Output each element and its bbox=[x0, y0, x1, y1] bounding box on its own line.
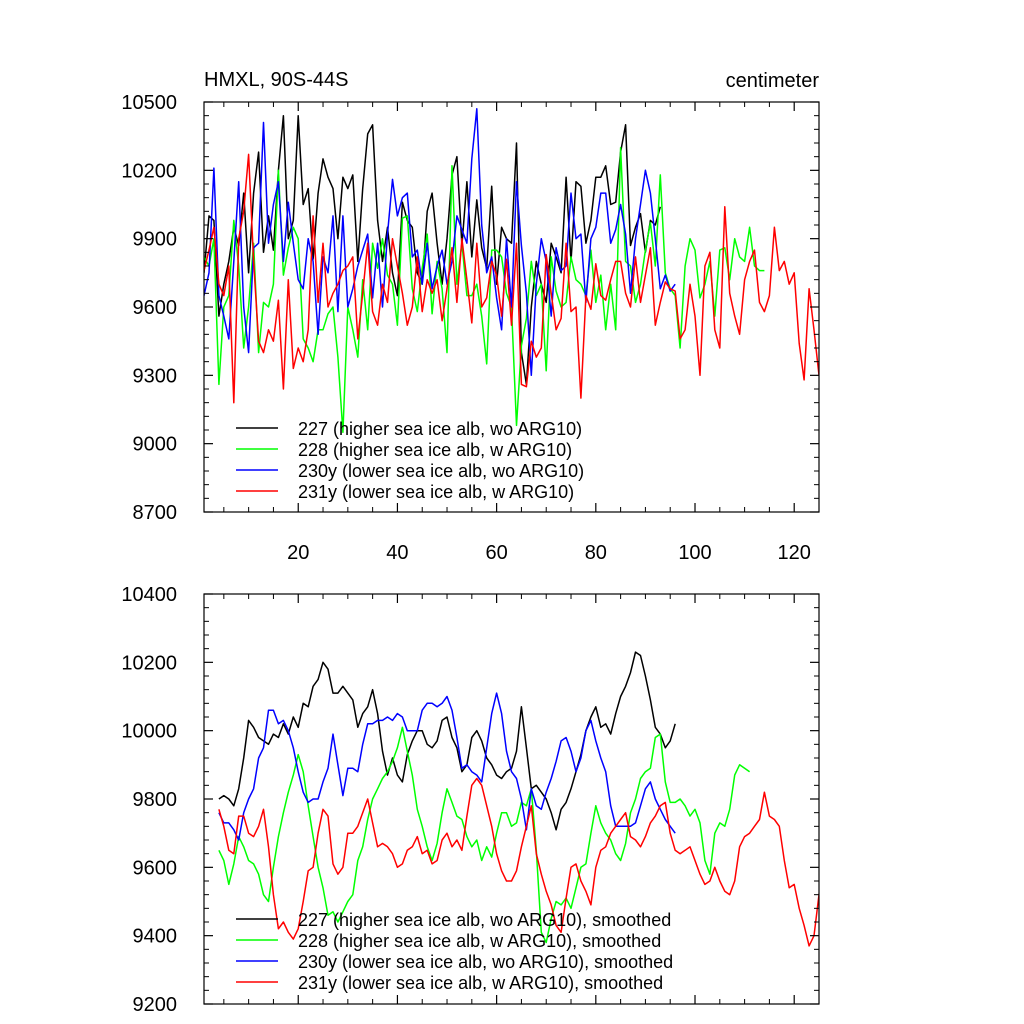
series-line-4 bbox=[218, 777, 819, 947]
x-tick-label: 60 bbox=[485, 542, 507, 564]
axis-ticks: 9200 9400 9600 9800 10000 10200 10400 bbox=[121, 584, 820, 1016]
x-tick-label: 20 bbox=[287, 542, 309, 564]
axis-ticks: 8700 9000 9300 9600 9900 10200 10500 20 40 60 80 10… bbox=[121, 92, 820, 564]
series-line-3 bbox=[204, 108, 676, 377]
series-line-4 bbox=[204, 153, 819, 404]
series-lines bbox=[204, 108, 819, 434]
y-tick-label: 9800 bbox=[133, 789, 178, 811]
legend-label: 231y (lower sea ice alb, w ARG10), smoot… bbox=[298, 973, 663, 993]
y-tick-label: 9400 bbox=[133, 926, 178, 948]
legend-label: 228 (higher sea ice alb, w ARG10) bbox=[298, 440, 572, 460]
series-line-1 bbox=[218, 651, 676, 831]
y-tick-label: 10200 bbox=[121, 160, 177, 182]
y-tick-label: 9000 bbox=[133, 434, 178, 456]
panel-units-label: centimeter bbox=[726, 70, 820, 92]
y-tick-label: 8700 bbox=[133, 502, 178, 524]
legend-label: 228 (higher sea ice alb, w ARG10), smoot… bbox=[298, 931, 661, 951]
legend-label: 230y (lower sea ice alb, wo ARG10) bbox=[298, 461, 584, 481]
legend: 227 (higher sea ice alb, wo ARG10), smoo… bbox=[236, 910, 673, 993]
y-tick-label: 9200 bbox=[133, 994, 178, 1016]
legend-label: 231y (lower sea ice alb, w ARG10) bbox=[298, 482, 574, 502]
bottom-panel: 9200 9400 9600 9800 10000 10200 10400 227 (hig… bbox=[121, 584, 820, 1016]
series-line-3 bbox=[218, 692, 676, 841]
y-tick-label: 9600 bbox=[133, 297, 178, 319]
panel-title-left: HMXL, 90S-44S bbox=[204, 69, 349, 91]
legend: 227 (higher sea ice alb, wo ARG10)228 (h… bbox=[236, 419, 584, 502]
y-tick-label: 10500 bbox=[121, 92, 177, 114]
y-tick-label: 9900 bbox=[133, 229, 178, 251]
x-tick-label: 100 bbox=[678, 542, 711, 564]
y-tick-label: 9300 bbox=[133, 365, 178, 387]
legend-label: 227 (higher sea ice alb, wo ARG10), smoo… bbox=[298, 910, 671, 930]
y-tick-label: 10200 bbox=[121, 652, 177, 674]
legend-label: 230y (lower sea ice alb, wo ARG10), smoo… bbox=[298, 952, 673, 972]
legend-label: 227 (higher sea ice alb, wo ARG10) bbox=[298, 419, 582, 439]
series-line-1 bbox=[204, 114, 662, 386]
top-panel: HMXL, 90S-44S centimeter 8700 9000 9300 960… bbox=[121, 69, 820, 564]
x-tick-label: 40 bbox=[386, 542, 408, 564]
y-tick-label: 9600 bbox=[133, 857, 178, 879]
x-tick-label: 120 bbox=[778, 542, 811, 564]
series-lines bbox=[218, 651, 819, 947]
y-tick-label: 10400 bbox=[121, 584, 177, 606]
y-tick-label: 10000 bbox=[121, 721, 177, 743]
x-tick-label: 80 bbox=[585, 542, 607, 564]
